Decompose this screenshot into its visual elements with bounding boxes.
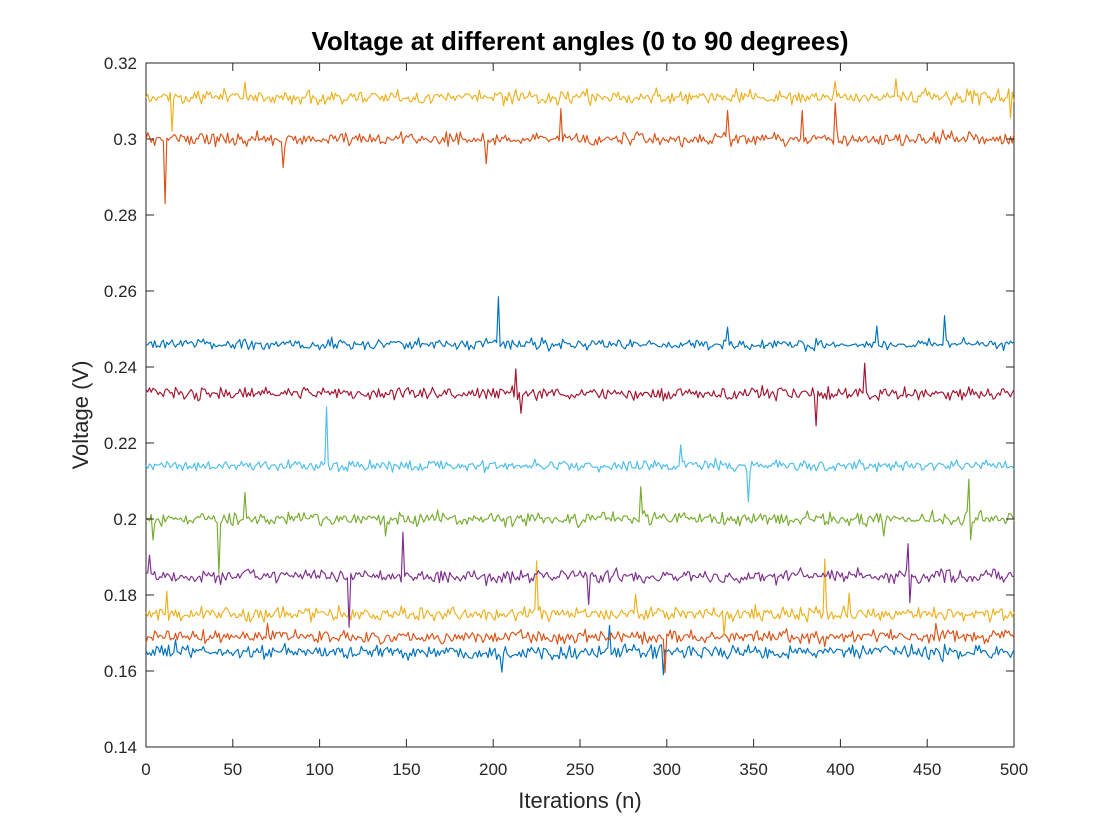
x-tick-label: 50 [223,760,242,779]
x-tick-label: 0 [141,760,150,779]
series-line-3 [145,558,1015,636]
x-tick-label: 500 [1000,760,1028,779]
series-line-7 [145,362,1015,427]
x-tick-label: 150 [392,760,420,779]
series-line-1 [145,624,1015,676]
series-line-6 [145,406,1015,503]
y-tick-label: 0.3 [113,130,137,149]
tick-group: 0 50 100 150 200 250 300 350 400 450 500 0.14 0.16 0.… [104,54,1028,779]
series-line-4 [145,531,1015,628]
plot-area: 0 50 100 150 200 250 300 350 400 450 500 0.14 0.16 0.… [104,54,1028,779]
y-tick-label: 0.24 [104,358,137,377]
series-line-8 [145,296,1015,352]
y-tick-label: 0.18 [104,586,137,605]
series-line-5 [145,478,1015,575]
y-tick-label: 0.2 [113,510,137,529]
x-tick-label: 400 [826,760,854,779]
y-tick-label: 0.28 [104,206,137,225]
x-tick-label: 100 [305,760,333,779]
x-tick-label: 300 [653,760,681,779]
y-tick-label: 0.22 [104,434,137,453]
axes-box [145,62,1015,748]
y-tick-label: 0.16 [104,662,137,681]
x-tick-label: 200 [479,760,507,779]
chart-title: Voltage at different angles (0 to 90 deg… [312,26,849,56]
y-tick-label: 0.26 [104,282,137,301]
series-group [145,78,1015,676]
y-tick-label: 0.14 [104,738,137,757]
series-line-10 [145,78,1015,132]
y-axis-label: Voltage (V) [68,361,93,470]
x-tick-label: 450 [913,760,941,779]
x-axis-label: Iterations (n) [518,788,642,813]
series-line-2 [145,622,1015,674]
y-tick-label: 0.32 [104,54,137,73]
x-tick-label: 250 [566,760,594,779]
x-tick-label: 350 [739,760,767,779]
series-line-9 [145,102,1015,205]
